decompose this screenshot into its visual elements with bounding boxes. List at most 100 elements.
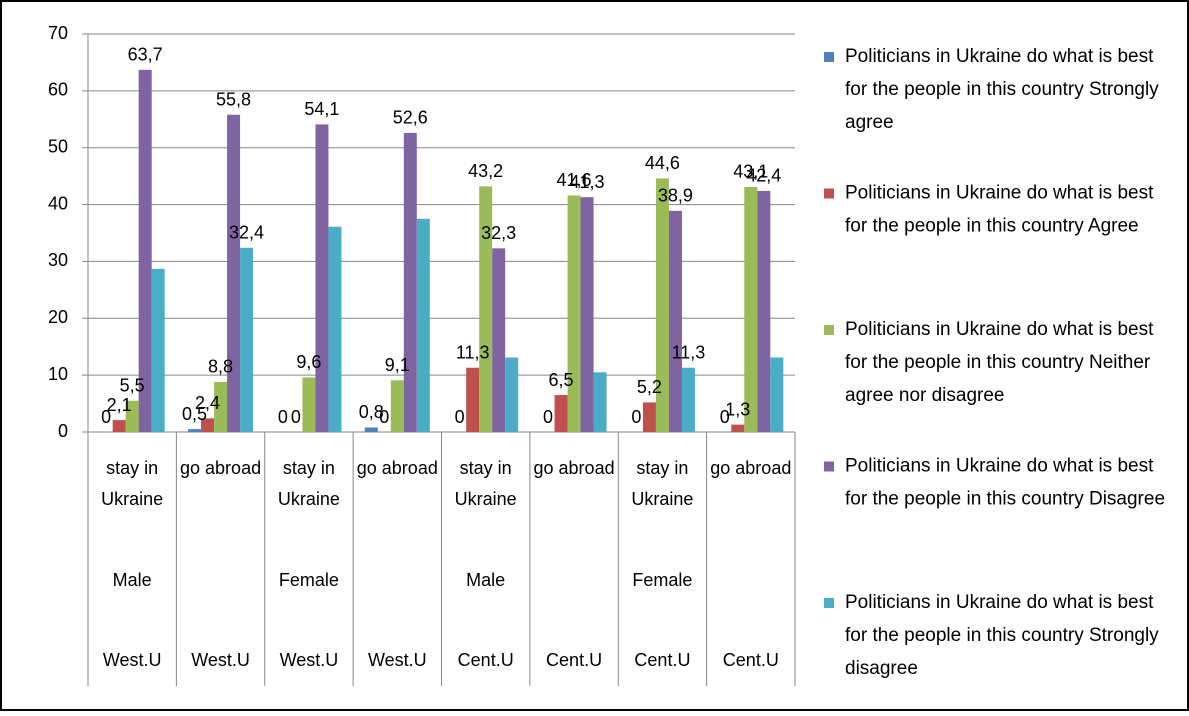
text-line: stay in [283, 458, 335, 478]
bar [567, 195, 581, 432]
x-region-label: Cent.U [634, 650, 690, 670]
bar [492, 248, 506, 432]
x-group-label: Female [632, 570, 692, 590]
bar [642, 402, 656, 432]
text-line: stay in [106, 458, 158, 478]
x-region-label: West.U [103, 650, 162, 670]
bar [744, 186, 758, 432]
legend-swatch [824, 188, 834, 199]
text-line: for the people in this country Neither [845, 352, 1151, 373]
x-tick-label: stay in Ukraine [278, 458, 340, 509]
bar [151, 268, 165, 432]
data-label: 0 [101, 407, 111, 427]
data-label: 5,2 [637, 377, 662, 397]
data-label: 43,1 [733, 162, 768, 182]
legend-label: Politicians in Ukraine do what is best fo… [845, 183, 1154, 237]
bar [668, 210, 682, 432]
bar [416, 218, 430, 432]
data-label: 38,9 [658, 186, 693, 206]
text-line: disagree [845, 658, 918, 679]
x-tick-label: go abroad [710, 458, 791, 478]
text-line: for the people in this country Disagree [845, 489, 1165, 510]
x-region-label: West.U [280, 650, 339, 670]
legend-swatch [824, 52, 834, 62]
data-label: 0 [720, 407, 730, 427]
text-line: go abroad [180, 458, 261, 478]
bar [731, 424, 745, 432]
text-line: Ukraine [631, 489, 693, 509]
legend-swatch [824, 325, 834, 335]
text-line: for the people in this country Agree [845, 216, 1139, 237]
data-label: 2,4 [195, 393, 220, 413]
data-label: 63,7 [128, 45, 163, 65]
text-line: Ukraine [101, 489, 163, 509]
x-tick-label: go abroad [180, 458, 261, 478]
data-label: 8,8 [208, 357, 233, 377]
y-tick-label: 0 [58, 421, 68, 441]
data-label: 41,3 [570, 172, 605, 192]
x-group-label: Female [279, 570, 339, 590]
bar [403, 132, 417, 432]
bar [302, 377, 316, 432]
y-tick-label: 70 [48, 23, 68, 43]
text-line: Ukraine [455, 489, 517, 509]
data-label: 0 [455, 407, 465, 427]
data-label: 0 [291, 407, 301, 427]
bar [138, 69, 152, 432]
data-label: 9,1 [385, 355, 410, 375]
legend-swatch [824, 598, 834, 608]
x-region-label: West.U [368, 650, 427, 670]
data-label: 43,2 [468, 161, 503, 181]
legend-swatch [824, 461, 834, 472]
bar [681, 367, 695, 432]
text-line: stay in [636, 458, 688, 478]
data-label: 52,6 [393, 108, 428, 128]
data-label: 54,1 [304, 99, 339, 119]
bar [390, 380, 404, 432]
data-label: 0,5 [182, 404, 207, 424]
text-line: go abroad [534, 458, 615, 478]
text-line: Politicians in Ukraine do what is best [845, 319, 1154, 340]
legend-label: Politicians in Ukraine do what is best fo… [845, 46, 1159, 133]
x-region-label: Cent.U [458, 650, 514, 670]
legend-label: Politicians in Ukraine do what is best fo… [845, 456, 1165, 510]
bar [757, 190, 771, 432]
data-label: 32,4 [229, 223, 264, 243]
x-tick-label: stay in Ukraine [455, 458, 517, 509]
data-label: 0 [278, 407, 288, 427]
text-line: agree [845, 112, 894, 133]
x-group-label: Male [466, 570, 505, 590]
bar [227, 114, 241, 432]
data-label: 2,1 [107, 395, 132, 415]
bar [364, 427, 378, 432]
data-label: 6,5 [549, 370, 574, 390]
data-label: 44,6 [645, 153, 680, 173]
x-tick-label: go abroad [357, 458, 438, 478]
text-line: stay in [460, 458, 512, 478]
bar [655, 178, 669, 432]
legend-label: Politicians in Ukraine do what is best fo… [845, 319, 1154, 406]
legend-label: Politicians in Ukraine do what is best fo… [845, 592, 1159, 679]
bar [466, 367, 480, 432]
bar [580, 197, 594, 432]
text-line: go abroad [710, 458, 791, 478]
y-tick-label: 60 [48, 80, 68, 100]
bar [593, 372, 607, 432]
data-label: 11,3 [456, 343, 490, 363]
bar [505, 357, 519, 432]
data-label: 11,3 [672, 343, 706, 363]
data-label: 55,8 [216, 89, 251, 109]
x-region-label: Cent.U [546, 650, 602, 670]
data-label: 32,3 [481, 223, 516, 243]
text-line: Politicians in Ukraine do what is best [845, 183, 1154, 204]
data-label: 0,8 [359, 402, 384, 422]
data-label: 41,6 [557, 170, 592, 190]
x-tick-label: stay in Ukraine [631, 458, 693, 509]
text-line: for the people in this country Strongly [845, 79, 1159, 100]
bar [315, 124, 329, 432]
bar [770, 357, 784, 432]
text-line: Politicians in Ukraine do what is best [845, 46, 1154, 67]
text-line: go abroad [357, 458, 438, 478]
